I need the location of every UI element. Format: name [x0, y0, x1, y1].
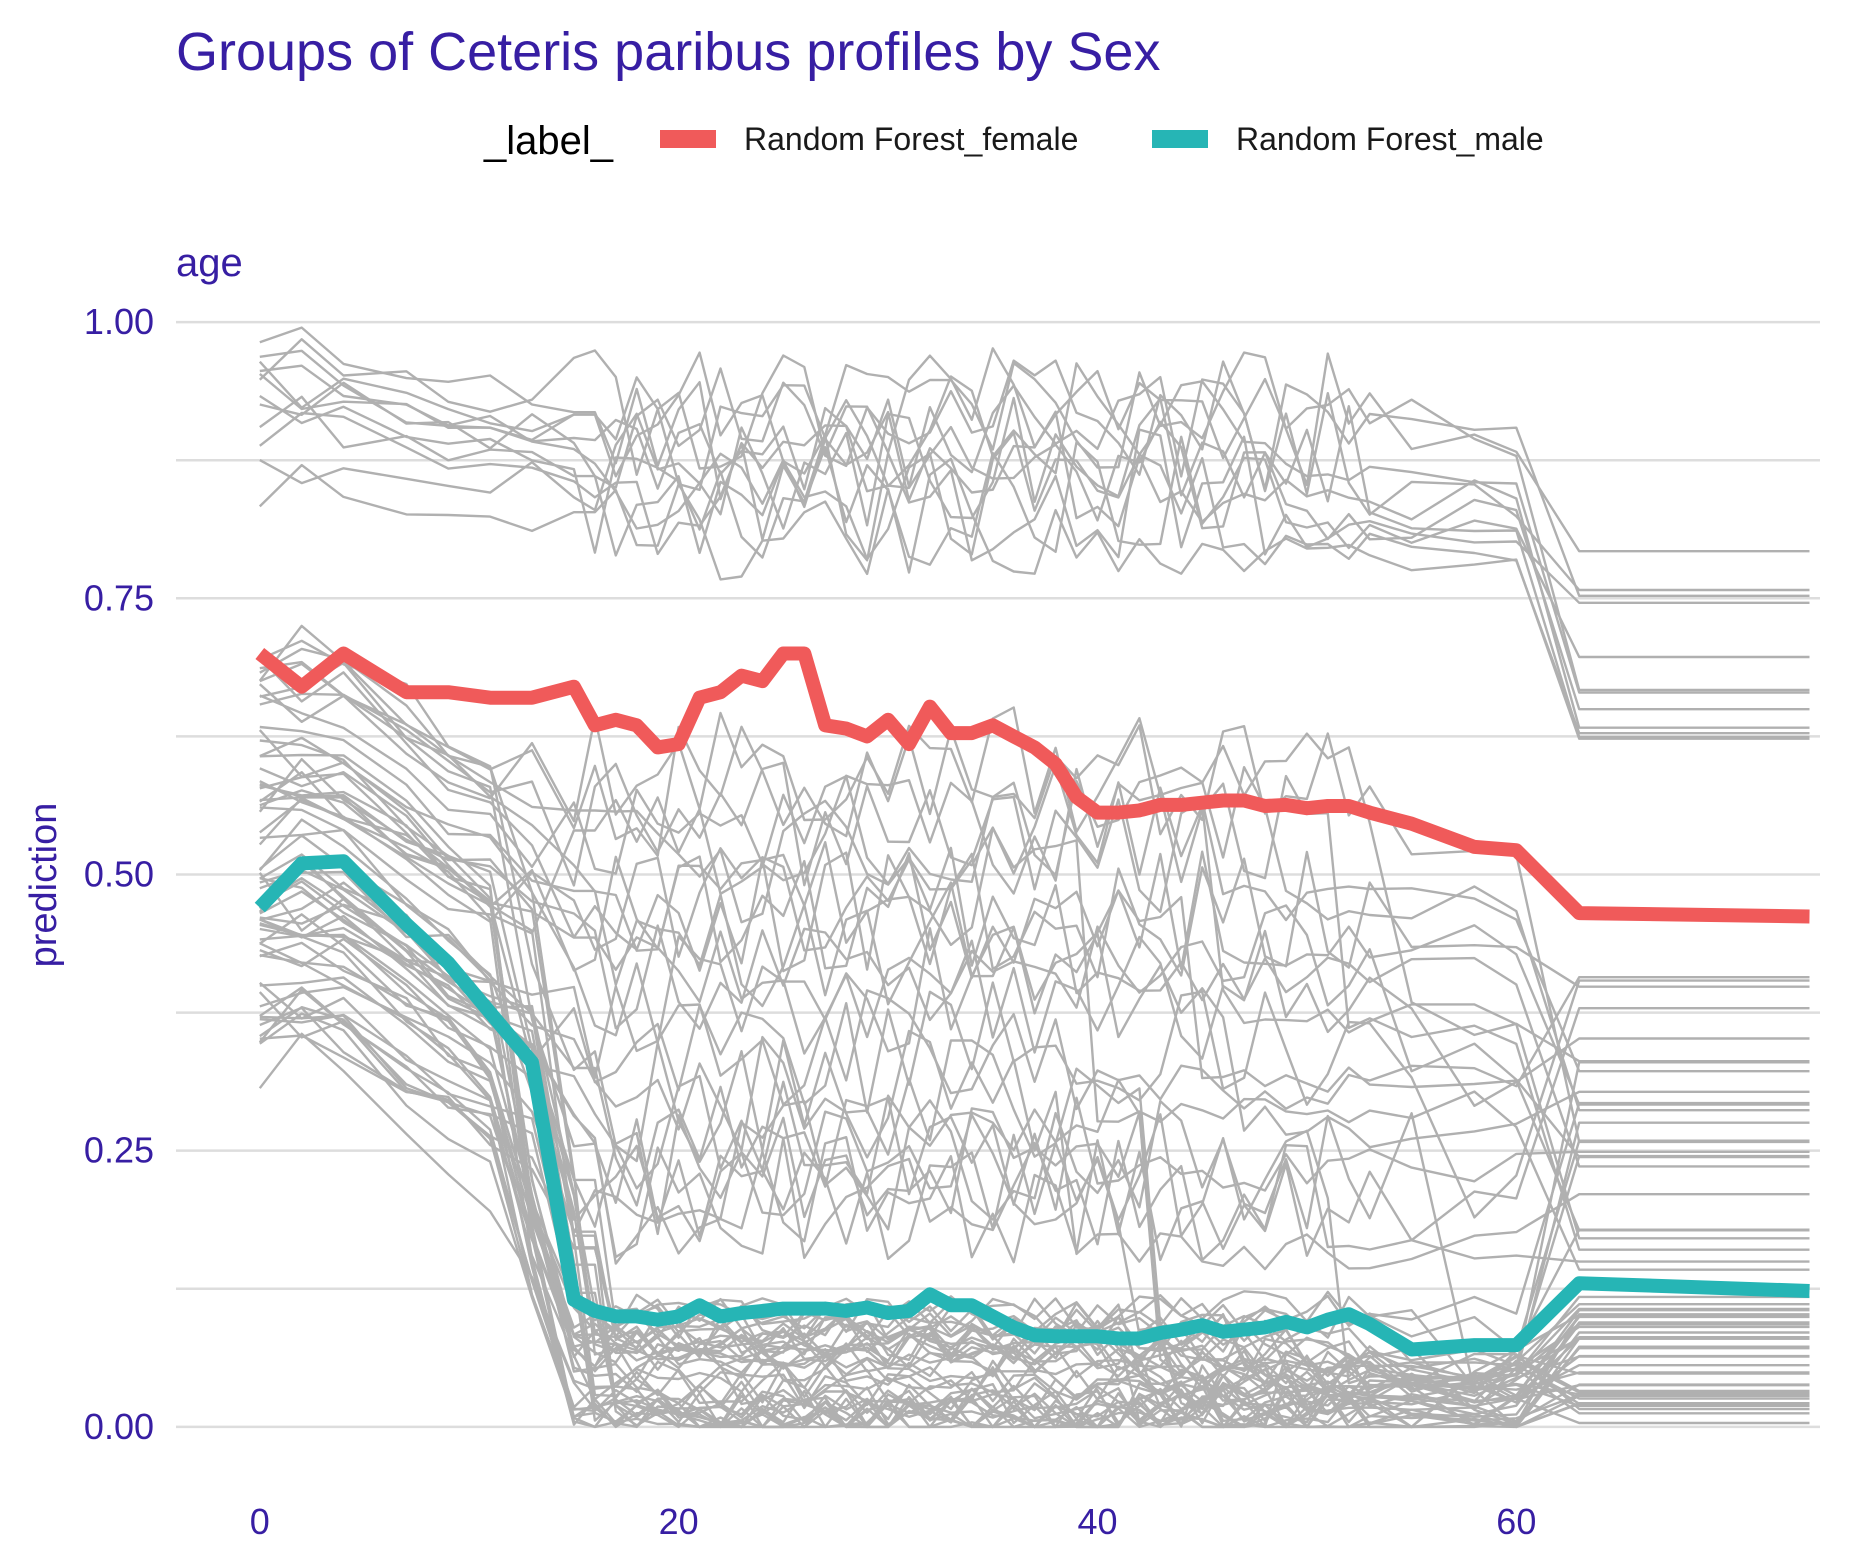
legend: _label_ Random Forest_female Random Fore… [483, 119, 1544, 163]
background-profile-line [259, 796, 1810, 1392]
background-profile-line [258, 729, 1810, 1159]
background-profile-line [259, 692, 1810, 1240]
x-tick-label: 60 [1496, 1501, 1536, 1542]
background-profile-line [259, 926, 1810, 1265]
background-profile-line [259, 942, 1810, 1429]
background-profile-line [259, 395, 1810, 735]
series-lines [254, 646, 1810, 1357]
chart-title: Groups of Ceteris paribus profiles by Se… [176, 22, 1160, 82]
x-tick-label: 20 [659, 1501, 699, 1542]
background-profile-line [259, 396, 1810, 739]
x-axis-ticks: 0 20 40 60 [250, 1501, 1537, 1542]
background-profile-line [259, 359, 1810, 597]
background-profile-line [258, 1032, 1810, 1426]
background-profile-line [259, 903, 1810, 1327]
y-axis-ticks: 0.00 0.25 0.50 0.75 1.00 [84, 301, 154, 1447]
background-profile-line [259, 662, 1810, 1063]
background-profile-line [259, 937, 1810, 1429]
legend-title: _label_ [483, 119, 614, 163]
x-tick-label: 40 [1077, 1501, 1117, 1542]
background-profile-line [258, 656, 1810, 988]
background-profile-line [259, 890, 1810, 1429]
legend-label-male: Random Forest_male [1236, 121, 1544, 157]
y-tick-label: 0.00 [84, 1406, 154, 1447]
x-tick-label: 0 [250, 1501, 270, 1542]
background-profile-line [259, 789, 1810, 1395]
y-tick-label: 0.75 [84, 577, 154, 618]
background-profiles [258, 326, 1810, 1429]
background-profile-line [258, 457, 1810, 740]
background-profile-line [259, 661, 1810, 1393]
legend-key-female [660, 130, 716, 148]
background-profile-line [259, 870, 1810, 1211]
background-profile-line [259, 927, 1810, 1429]
background-profile-line [259, 767, 1810, 1106]
background-profile-line [259, 660, 1810, 1271]
series-line-female [255, 646, 1810, 924]
background-profile-line [259, 647, 1810, 1149]
background-profile-line [259, 394, 1810, 604]
background-profile-line [259, 349, 1810, 711]
y-axis-label: prediction [23, 803, 65, 968]
y-tick-label: 1.00 [84, 301, 154, 342]
legend-label-female: Random Forest_female [744, 121, 1078, 157]
background-profile-line [259, 1006, 1810, 1413]
background-profile-line [259, 834, 1810, 1111]
background-profile-line [258, 338, 1810, 692]
background-profile-line [259, 639, 1810, 1271]
facet-label: age [176, 241, 243, 285]
background-profile-line [259, 411, 1810, 659]
background-profile-line [259, 351, 1810, 553]
background-profile-line [258, 360, 1810, 694]
background-profile-line [259, 986, 1810, 1396]
background-profile-line [259, 766, 1810, 1112]
background-profile-line [259, 780, 1810, 1168]
background-profile-line [259, 326, 1810, 592]
y-tick-label: 0.50 [84, 853, 154, 894]
y-tick-label: 0.25 [84, 1130, 154, 1171]
background-profile-line [259, 364, 1810, 729]
series-line-male [254, 854, 1810, 1357]
background-profile-line [259, 877, 1810, 1219]
background-profile-line [258, 758, 1810, 1403]
legend-key-male [1152, 130, 1208, 148]
background-profile-line [259, 922, 1810, 1387]
